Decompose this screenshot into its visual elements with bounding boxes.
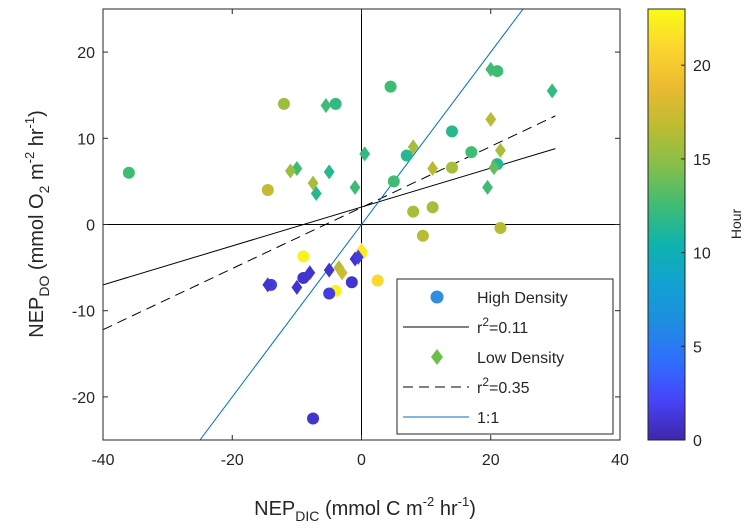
high-density-point bbox=[445, 161, 458, 174]
y-tick-label: 20 bbox=[77, 45, 95, 62]
y-tick-label: 10 bbox=[77, 131, 95, 148]
legend: High Density r2=0.11 Low Density r2=0.35 1:1 bbox=[396, 278, 614, 435]
low-density-point bbox=[304, 265, 316, 281]
colorbar: 0 5 10 15 20 bbox=[647, 8, 711, 450]
high-density-point bbox=[329, 97, 342, 110]
fit-line-2 bbox=[199, 9, 524, 440]
x-tick-label: 40 bbox=[611, 452, 629, 469]
x-axis-label: NEPDIC (mmol C m-2 hr-1) bbox=[254, 494, 476, 524]
x-tick-label: 0 bbox=[357, 452, 366, 469]
high-density-point bbox=[261, 184, 274, 197]
low-density-point bbox=[307, 175, 319, 191]
low-density-point bbox=[336, 265, 348, 281]
colorbar-gradient bbox=[647, 8, 686, 441]
x-tick-label: 20 bbox=[482, 452, 500, 469]
low-density-point bbox=[495, 142, 506, 158]
high-density-point bbox=[416, 229, 429, 242]
low-density-point bbox=[291, 160, 303, 176]
high-density-point bbox=[384, 80, 397, 93]
reference-lines bbox=[103, 9, 620, 440]
axes: -40 -20 0 20 40 -20 -10 0 10 20 bbox=[72, 9, 629, 469]
low-density-point bbox=[320, 98, 332, 114]
legend-label: High Density bbox=[477, 290, 568, 307]
high-density-point bbox=[387, 175, 400, 188]
low-density-point bbox=[349, 179, 361, 195]
fit-line-0 bbox=[103, 148, 556, 286]
low-density-point bbox=[323, 164, 335, 180]
low-density-point bbox=[546, 83, 558, 99]
low-density-point bbox=[291, 279, 303, 295]
high-density-point bbox=[445, 125, 458, 138]
high-density-point bbox=[400, 149, 413, 162]
x-tick-label: -40 bbox=[91, 452, 114, 469]
x-tick-label: -20 bbox=[221, 452, 244, 469]
legend-label: r2=0.11 bbox=[477, 315, 528, 337]
colorbar-tick-label: 5 bbox=[693, 339, 702, 356]
high-density-point bbox=[465, 146, 478, 159]
low-density-point bbox=[488, 160, 500, 176]
low-density-point bbox=[352, 249, 364, 265]
data-points bbox=[122, 61, 558, 425]
colorbar-tick-label: 15 bbox=[693, 152, 711, 169]
low-density-point bbox=[285, 163, 296, 179]
low-density-point bbox=[359, 146, 371, 162]
high-density-point bbox=[122, 166, 135, 179]
legend-circle-symbol bbox=[430, 290, 444, 304]
low-density-point bbox=[427, 160, 438, 176]
colorbar-tick-label: 0 bbox=[693, 433, 702, 450]
legend-label: r2=0.35 bbox=[477, 375, 530, 397]
high-density-point bbox=[345, 276, 358, 289]
colorbar-tick-label: 10 bbox=[693, 246, 711, 263]
fit-line-1 bbox=[103, 115, 556, 331]
low-density-point bbox=[262, 277, 274, 293]
low-density-point bbox=[482, 179, 493, 195]
legend-diamond-symbol bbox=[431, 349, 443, 365]
high-density-point bbox=[307, 412, 320, 425]
colorbar-tick-label: 20 bbox=[693, 58, 711, 75]
low-density-point bbox=[323, 262, 335, 278]
high-density-point bbox=[277, 97, 290, 110]
high-density-point bbox=[323, 287, 336, 300]
low-density-point bbox=[407, 139, 419, 155]
low-density-point bbox=[356, 242, 367, 258]
y-tick-label: -10 bbox=[72, 304, 95, 321]
y-tick-label: -20 bbox=[72, 390, 95, 407]
y-tick-label: 0 bbox=[86, 218, 95, 235]
high-density-point bbox=[426, 201, 439, 214]
low-density-point bbox=[310, 185, 322, 201]
y-axis-label: NEPDO (mmol O2 m-2 hr-1) bbox=[22, 110, 52, 338]
legend-label: 1:1 bbox=[477, 410, 499, 427]
high-density-point bbox=[297, 250, 310, 263]
high-density-point bbox=[371, 274, 384, 287]
low-density-point bbox=[485, 61, 497, 77]
high-density-point bbox=[407, 205, 420, 218]
low-density-point bbox=[485, 111, 497, 127]
colorbar-label: Hour bbox=[728, 208, 744, 239]
high-density-point bbox=[494, 221, 507, 234]
legend-label: Low Density bbox=[477, 350, 564, 367]
